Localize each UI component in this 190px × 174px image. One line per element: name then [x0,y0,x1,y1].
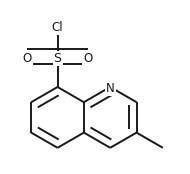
Text: N: N [106,82,115,95]
Text: O: O [22,52,32,65]
Text: O: O [83,52,93,65]
Text: S: S [54,52,62,65]
Text: Cl: Cl [52,21,63,34]
